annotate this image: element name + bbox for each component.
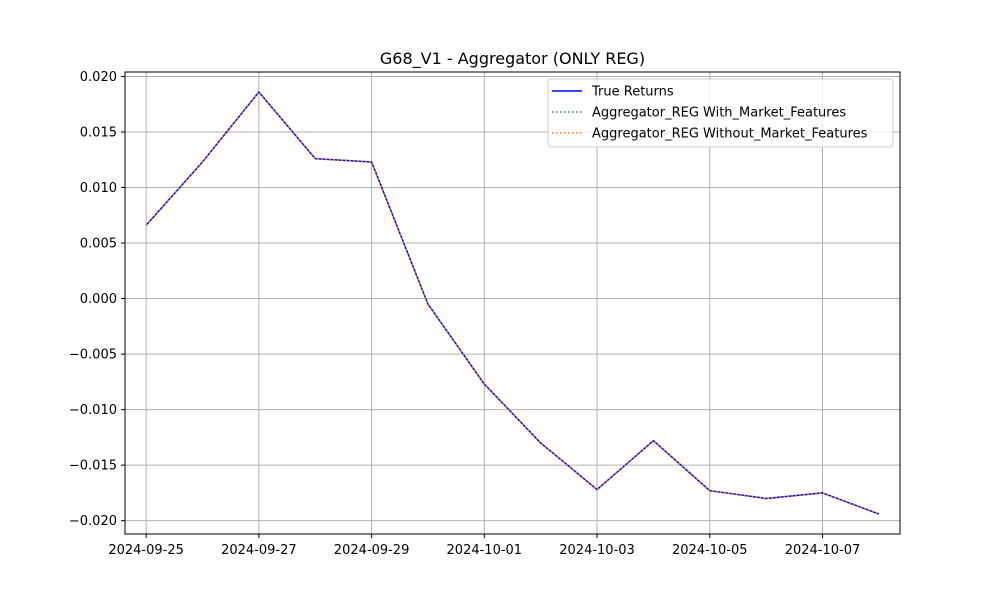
y-tick-label: −0.005 [69,348,117,363]
x-tick-label: 2024-09-29 [334,543,410,558]
y-tick-label: −0.020 [69,514,117,529]
grid-lines [125,72,900,534]
y-tick-label: 0.010 [80,181,117,196]
series-lines [145,91,880,515]
axes-frame [124,71,901,535]
y-tick-label: 0.015 [80,125,117,140]
chart-title: G68_V1 - Aggregator (ONLY REG) [380,49,645,69]
x-tick-label: 2024-09-27 [221,543,297,558]
legend-label: Aggregator_REG Without_Market_Features [592,127,868,142]
legend-label: Aggregator_REG With_Market_Features [592,106,846,121]
y-tick-label: 0.000 [80,292,117,307]
x-tick-label: 2024-09-25 [108,543,184,558]
y-axis-ticks: 0.020 0.015 0.010 0.005 0.000 −0.005 −0.010 −0.… [69,70,125,529]
x-tick-label: 2024-10-07 [785,543,861,558]
legend-label: True Returns [591,85,674,100]
x-axis-ticks: 2024-09-25 2024-09-27 2024-09-29 2024-10-01… [108,534,860,558]
x-tick-label: 2024-10-01 [447,543,523,558]
series-line-aggregator-reg-without-market-features [145,91,880,515]
y-tick-label: 0.020 [80,70,117,85]
legend-box [547,78,894,148]
x-tick-label: 2024-10-05 [672,543,748,558]
x-tick-label: 2024-10-03 [559,543,635,558]
y-tick-label: 0.005 [80,237,117,252]
legend: True Returns Aggregator_REG With_Market_F… [547,78,894,148]
y-tick-label: −0.015 [69,459,117,474]
y-tick-label: −0.010 [69,403,117,418]
